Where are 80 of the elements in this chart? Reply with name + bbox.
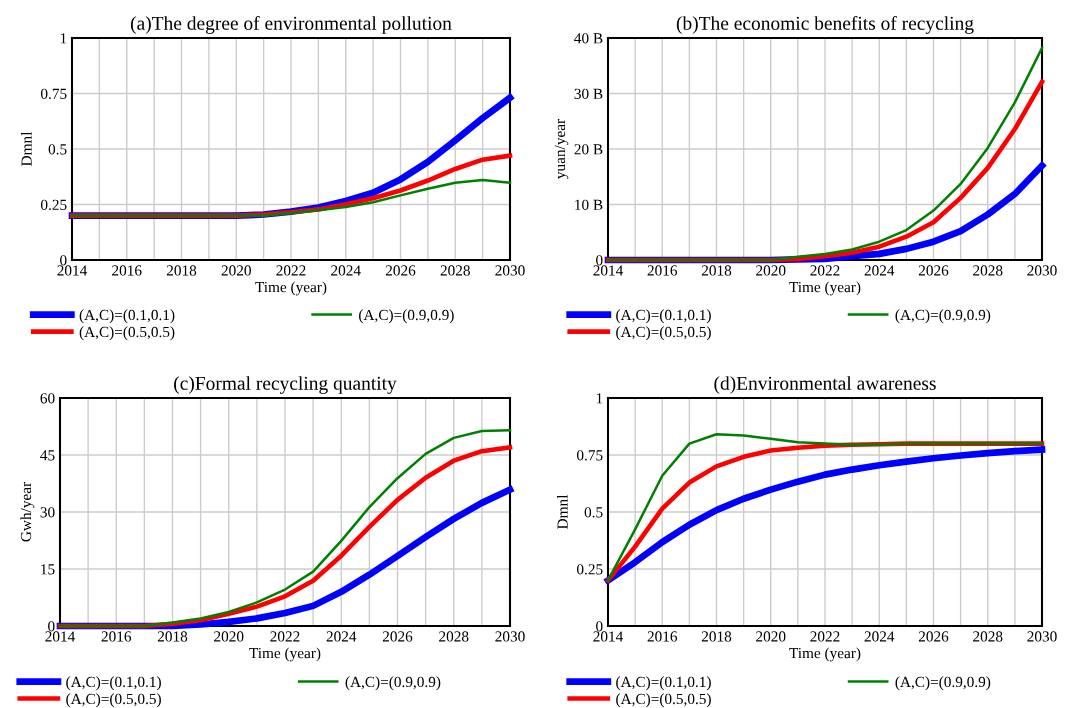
legend-label: (A,C)=(0.9,0.9)	[895, 676, 991, 691]
x-tick-label: 2028	[440, 265, 470, 276]
y-tick-label: 0.75	[576, 450, 603, 461]
y-tick-label: 0	[60, 255, 67, 266]
legend-label: (A,C)=(0.1,0.1)	[79, 309, 175, 324]
y-tick-label: 30 B	[574, 88, 603, 99]
legend-label: (A,C)=(0.9,0.9)	[359, 309, 454, 324]
x-tick-label: 2014	[57, 265, 88, 276]
x-tick-label: 2026	[918, 265, 949, 276]
x-tick-label: 2018	[157, 631, 188, 642]
x-tick-label: 2022	[270, 631, 300, 642]
y-tick-label: 0.5	[48, 144, 67, 155]
y-tick-label: 0.25	[40, 199, 67, 211]
legend-label: (A,C)=(0.1,0.1)	[66, 676, 161, 691]
x-tick-label: 2020	[756, 265, 786, 276]
legend-label: (A,C)=(0.5,0.5)	[616, 693, 711, 708]
legend-label: (A,C)=(0.5,0.5)	[616, 326, 711, 341]
x-tick-label: 2024	[331, 265, 361, 276]
x-tick-label: 2030	[495, 631, 525, 642]
x-tick-label: 2028	[973, 631, 1003, 642]
legend-label: (A,C)=(0.9,0.9)	[345, 676, 441, 691]
x-tick-label: 2016	[101, 631, 132, 642]
x-tick-label: 2020	[221, 265, 251, 276]
legend-label: (A,C)=(0.5,0.5)	[79, 326, 175, 341]
x-tick-label: 2022	[276, 265, 306, 276]
y-tick-label: 30	[40, 507, 55, 518]
y-tick-label: 15	[41, 564, 55, 575]
chart-title: (d)Environmental awareness	[714, 376, 936, 394]
x-tick-label: 2028	[439, 631, 469, 642]
x-axis-title: Time (year)	[789, 647, 861, 662]
x-tick-label: 2030	[1027, 265, 1057, 276]
legend-label: (A,C)=(0.9,0.9)	[895, 309, 991, 324]
y-tick-label: 40 B	[574, 33, 603, 44]
x-tick-label: 2018	[701, 265, 732, 276]
y-axis-title: yuan/year	[554, 119, 569, 179]
x-tick-label: 2026	[385, 265, 416, 276]
x-tick-label: 2020	[214, 631, 244, 642]
x-tick-label: 2030	[495, 265, 525, 276]
x-tick-label: 2014	[593, 631, 624, 642]
y-tick-label: 10 B	[575, 199, 603, 210]
x-tick-label: 2024	[864, 631, 895, 642]
x-tick-label: 2016	[647, 265, 678, 276]
x-tick-label: 2030	[1027, 631, 1057, 642]
x-axis-title: Time (year)	[789, 281, 861, 296]
x-tick-label: 2018	[701, 631, 732, 642]
x-tick-label: 2028	[973, 265, 1003, 276]
x-tick-label: 2014	[593, 265, 624, 276]
y-tick-label: 1	[596, 393, 603, 404]
y-axis-title: Dmnl	[20, 131, 32, 166]
y-tick-label: 0	[596, 621, 603, 632]
chart-title: (a)The degree of environmental pollution	[130, 15, 452, 34]
x-tick-label: 2026	[382, 631, 413, 642]
x-tick-label: 2018	[166, 265, 197, 276]
y-tick-label: 0	[596, 255, 603, 266]
x-axis-title: Time (year)	[249, 647, 321, 662]
chart-title: (b)The economic benefits of recycling	[676, 15, 974, 34]
x-axis-title: Time (year)	[255, 281, 327, 296]
y-tick-label: 0.75	[40, 88, 67, 100]
y-axis-title: Gwh/year	[20, 482, 35, 542]
x-tick-label: 2024	[864, 265, 895, 276]
x-tick-label: 2014	[45, 631, 76, 642]
y-axis-title: Dmnl	[556, 494, 568, 529]
legend-label: (A,C)=(0.1,0.1)	[616, 676, 711, 691]
x-tick-label: 2022	[810, 631, 840, 642]
chart-title: (c)Formal recycling quantity	[174, 376, 397, 394]
legend-label: (A,C)=(0.5,0.5)	[66, 693, 161, 708]
x-tick-label: 2020	[756, 631, 786, 642]
y-tick-label: 0.25	[576, 564, 603, 575]
y-tick-label: 20 B	[574, 144, 603, 155]
y-tick-label: 45	[40, 450, 55, 461]
x-tick-label: 2016	[647, 631, 678, 642]
x-tick-label: 2024	[326, 631, 357, 642]
x-tick-label: 2016	[112, 265, 142, 276]
x-tick-label: 2026	[918, 631, 949, 642]
legend-label: (A,C)=(0.1,0.1)	[616, 309, 711, 324]
x-tick-label: 2022	[810, 265, 840, 276]
y-tick-label: 0.5	[584, 507, 603, 518]
y-tick-label: 60	[40, 393, 55, 404]
y-tick-label: 0	[48, 621, 55, 632]
y-tick-label: 1	[60, 33, 67, 44]
